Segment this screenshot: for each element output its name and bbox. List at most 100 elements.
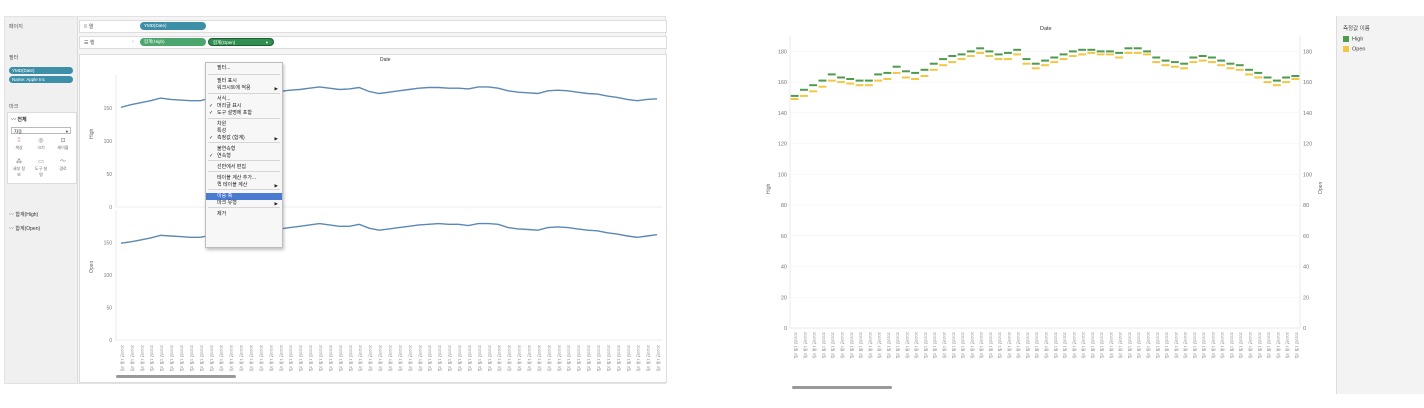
menu-item-11[interactable]: 선반에서 편집 — [206, 164, 282, 171]
menu-item-8[interactable]: ✓ 측정값 (합계) ▶ — [206, 135, 282, 142]
mark-high — [864, 79, 873, 82]
menu-item-5[interactable]: ✓ 도구 설명에 포함 — [206, 110, 282, 117]
series-line-high — [120, 86, 658, 108]
path-button[interactable]: 〜 경로 — [59, 159, 67, 171]
filter-pill-name[interactable]: Name: Apple Inc — [9, 76, 73, 83]
mark-high — [818, 79, 827, 82]
menu-item-2[interactable]: 워크시트에 적용 ▶ — [206, 85, 282, 92]
rows-pill-open[interactable]: 합계(Open) ▾ — [208, 38, 274, 46]
menu-item-15[interactable]: 마크 유형 ▶ — [206, 200, 282, 207]
mark-open — [1022, 62, 1031, 65]
x-tick-label: 2023년 1월 3일 — [1081, 332, 1087, 359]
mark-open — [1245, 73, 1253, 76]
mark-open — [985, 55, 994, 57]
mark-open — [994, 58, 1003, 61]
menu-item-13[interactable]: 퀵 테이블 계산 ▶ — [206, 182, 282, 189]
left-y-tick-label: 60 — [781, 234, 787, 240]
mark-open — [948, 61, 957, 64]
x-tick-label: 2023년 1월 3일 — [933, 332, 939, 359]
mark-open — [939, 64, 947, 67]
left-y-tick-label: 100 — [778, 172, 787, 178]
mark-high — [1161, 59, 1170, 62]
x-tick-label: 2023년 1월 3일 — [979, 332, 985, 359]
x-tick-label: 2023년 1월 3일 — [596, 345, 602, 372]
mark-high — [1041, 59, 1049, 62]
mark-open — [1115, 56, 1124, 59]
x-tick-label: 2023년 1월 3일 — [1109, 332, 1115, 359]
menu-separator — [208, 74, 280, 75]
legend-swatch-high — [1343, 36, 1349, 42]
mark-high — [837, 76, 845, 79]
columns-shelf[interactable]: ⦙⦙⦙ 열 YMD(Date) — [79, 20, 667, 33]
mark-high — [966, 50, 975, 53]
mark-type-select[interactable]: 자동 ▾ — [11, 127, 71, 134]
x-tick-label: 2023년 1월 3일 — [1063, 332, 1069, 359]
marks-measure-open[interactable]: 〰 합계(Open) — [9, 226, 41, 232]
mark-high — [1170, 61, 1179, 64]
menu-item-7[interactable]: 특성 — [206, 128, 282, 135]
marks-all-tab[interactable]: 〰 전체 — [11, 117, 27, 123]
submenu-arrow-icon: ▶ — [274, 201, 278, 206]
marks-card: 〰 전체 자동 ▾ ⁞⁞ 색상 ◎ 크기 ⊡ 레이블 ⁂ 세부 정보 ▭ 도구 설명 〜 경로 — [7, 112, 77, 184]
marks-measure-high[interactable]: 〰 합계(High) — [9, 212, 39, 218]
x-tick-label: 2023년 1월 3일 — [849, 332, 855, 359]
menu-item-label: 머리글 표시 — [217, 103, 242, 109]
x-tick-label: 2023년 1월 3일 — [877, 332, 883, 359]
menu-item-0[interactable]: 필터... — [206, 65, 282, 72]
x-tick-label: 2023년 1월 3일 — [1007, 332, 1013, 359]
y-tick-label: 150 — [104, 106, 113, 112]
x-tick-label: 2023년 1월 3일 — [150, 345, 156, 372]
x-tick-label: 2023년 1월 3일 — [140, 345, 146, 372]
y-tick-label: 50 — [106, 172, 112, 178]
color-button[interactable]: ⁞⁞ 색상 — [15, 138, 23, 150]
menu-item-9[interactable]: 불연속형 — [206, 146, 282, 153]
x-tick-label: 2023년 1월 3일 — [914, 332, 920, 359]
tooltip-button[interactable]: ▭ 도구 설명 — [34, 159, 48, 177]
x-tick-label: 2023년 1월 3일 — [130, 345, 136, 372]
menu-item-label: 필터... — [217, 65, 231, 71]
x-tick-label: 2023년 1월 3일 — [616, 345, 622, 372]
detail-button[interactable]: ⁂ 세부 정보 — [12, 159, 26, 177]
legend-item-open[interactable]: Open — [1343, 46, 1365, 52]
menu-item-1[interactable]: 필터 표시 — [206, 78, 282, 85]
menu-item-4[interactable]: ✓ 머리글 표시 — [206, 103, 282, 110]
size-button[interactable]: ◎ 크기 — [37, 138, 45, 150]
columns-pill-date[interactable]: YMD(Date) — [140, 22, 206, 30]
x-tick-label: 2023년 1월 3일 — [803, 332, 809, 359]
x-tick-label: 2023년 1월 3일 — [299, 345, 305, 372]
menu-item-6[interactable]: 차원 — [206, 121, 282, 128]
left-y-tick-label: 20 — [781, 295, 787, 301]
menu-separator — [208, 189, 280, 190]
horizontal-scrollbar — [116, 375, 236, 378]
mark-high — [1263, 76, 1272, 79]
menu-item-16[interactable]: 제거 — [206, 211, 282, 218]
y-tick-label: 0 — [109, 205, 112, 211]
legend-item-high[interactable]: High — [1343, 36, 1363, 42]
label-button[interactable]: ⊡ 레이블 — [57, 138, 69, 150]
left-y-tick-label: 40 — [781, 265, 787, 271]
menu-item-label: 마크 유형 — [217, 200, 237, 206]
mark-open — [1180, 67, 1189, 70]
filter-pill-date[interactable]: YMD(Date) — [9, 67, 73, 74]
menu-item-14[interactable]: 이중 축 — [206, 193, 282, 200]
mark-high — [1254, 71, 1263, 74]
mark-open — [1198, 59, 1207, 62]
x-tick-label: 2023년 1월 3일 — [840, 332, 846, 359]
x-tick-label: 2023년 1월 3일 — [587, 345, 593, 372]
mark-high — [1282, 76, 1290, 79]
menu-item-label: 연속형 — [217, 153, 231, 159]
rows-pill-high[interactable]: 합계(High) — [140, 38, 206, 46]
menu-item-10[interactable]: ✓ 연속형 — [206, 153, 282, 160]
left-y-tick-label: 120 — [778, 142, 787, 148]
mark-high — [892, 65, 901, 68]
mark-open — [1004, 58, 1012, 61]
x-tick-label: 2023년 1월 3일 — [537, 345, 543, 372]
x-tick-label: 2023년 1월 3일 — [988, 332, 994, 359]
mark-high — [1133, 47, 1142, 50]
submenu-arrow-icon: ▶ — [274, 183, 278, 188]
rows-shelf[interactable]: ☰ 행 › 합계(High) 합계(Open) ▾ — [79, 36, 667, 49]
menu-item-12[interactable]: 테이블 계산 추가... — [206, 175, 282, 182]
x-tick-label: 2023년 1월 3일 — [457, 345, 463, 372]
menu-item-3[interactable]: 서식... — [206, 96, 282, 103]
mark-high — [790, 94, 799, 97]
